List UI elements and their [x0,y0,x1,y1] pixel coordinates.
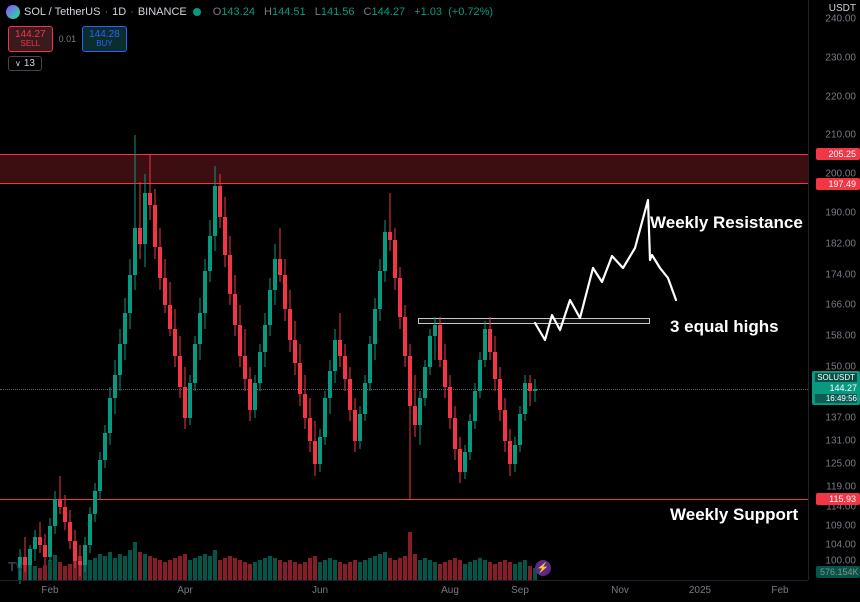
y-tick: 182.00 [825,238,856,249]
tag-res-bot: 197.49 [816,178,860,190]
projection-line[interactable] [0,0,808,580]
tradingview-logo: TV [8,559,23,574]
ohlc-readout: O143.24 H144.51 L141.56 C144.27 +1.03 (+… [207,6,493,18]
y-tick: 119.00 [826,482,856,493]
y-tick: 166.00 [825,300,856,311]
symbol-exchange[interactable]: BINANCE [138,6,187,18]
symbol-pair[interactable]: SOL / TetherUS [24,6,100,18]
y-tick: 109.00 [825,520,856,531]
flash-icon[interactable]: ⚡ [535,560,551,576]
spread-value: 0.01 [59,34,77,44]
sell-button[interactable]: 144.27 SELL [8,26,53,52]
tag-res-top: 205.25 [816,148,860,160]
x-tick: Feb [771,585,788,596]
y-tick: 174.00 [825,269,856,280]
market-status-icon [193,8,201,16]
tag-volume: 576.154K [816,566,860,578]
x-tick: Aug [441,585,459,596]
x-tick: Sep [511,585,529,596]
indicator-toggle[interactable]: ∨ 13 [8,56,42,71]
symbol-bar: SOL / TetherUS · 1D · BINANCE O143.24 H1… [0,0,860,24]
x-tick: Apr [177,585,193,596]
y-tick: 230.00 [825,53,856,64]
y-tick: 125.00 [825,459,856,470]
chart-area[interactable]: Weekly Resistance3 equal highsWeekly Sup… [0,0,808,580]
y-tick: 220.00 [825,91,856,102]
tag-last-price: SOLUSDT144.2716:49:56 [812,371,860,405]
x-tick: Nov [611,585,629,596]
chevron-down-icon: ∨ [15,59,21,68]
price-axis[interactable]: USDT 240.00230.00220.00210.00200.00190.0… [808,0,860,580]
y-tick: 104.00 [825,540,856,551]
y-tick: 137.00 [825,412,856,423]
x-tick: 2025 [689,585,711,596]
price-row: 144.27 SELL 0.01 144.28 BUY [8,26,127,52]
y-tick: 190.00 [825,207,856,218]
tag-support: 115.93 [816,493,860,505]
y-tick: 210.00 [825,130,856,141]
indicator-row: ∨ 13 [8,56,42,71]
y-tick: 158.00 [825,331,856,342]
symbol-interval[interactable]: 1D [112,6,126,18]
buy-button[interactable]: 144.28 BUY [82,26,127,52]
sol-icon [6,5,20,19]
time-axis[interactable]: Feb Apr Jun Aug Sep Nov 2025 Feb [0,580,808,602]
y-tick: 100.00 [825,555,856,566]
x-tick: Feb [41,585,58,596]
y-tick: 131.00 [825,435,856,446]
x-tick: Jun [312,585,328,596]
